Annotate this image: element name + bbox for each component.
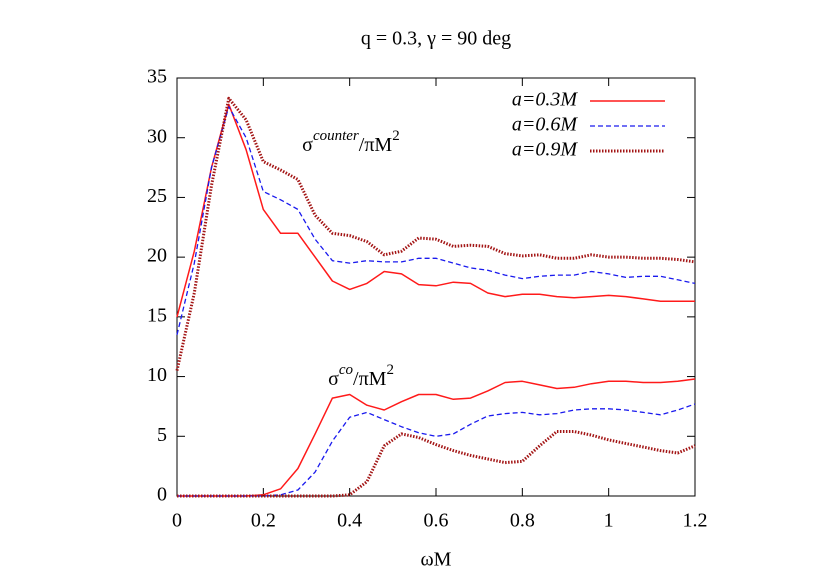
annotation-sup: 2 [386,363,394,379]
annotation-sup: co [339,363,354,379]
annotation-text: σ [302,134,313,156]
x-tick-label: 0.8 [510,510,535,532]
x-tick-label: 0.2 [251,510,276,532]
annotation: σco/πM2 [328,363,394,390]
y-tick-label: 30 [147,125,167,147]
annotation: σcounter/πM2 [302,129,400,156]
series-line [177,403,696,497]
y-tick-label: 10 [147,364,167,386]
y-tick-label: 35 [147,66,167,88]
x-tick-label: 0 [172,510,182,532]
annotation-sup: 2 [392,129,400,145]
legend-label: a=0.3M [512,89,578,111]
annotation-text: /πM [359,134,393,156]
y-tick-label: 25 [147,185,167,207]
y-tick-label: 5 [157,424,167,446]
y-tick-label: 15 [147,304,167,326]
annotation-sup: counter [313,129,359,145]
x-tick-label: 1.2 [683,510,708,532]
series-line [176,103,695,318]
annotation-text: σ [328,368,339,390]
x-tick-label: 1 [604,510,614,532]
legend-label: a=0.6M [512,114,578,136]
x-tick-label: 0.6 [424,510,449,532]
series-line [177,430,696,498]
series-line [177,378,696,497]
series-line [176,106,696,335]
y-tick-label: 0 [157,484,167,506]
legend-label: a=0.9M [512,139,578,161]
chart-title: q = 0.3, γ = 90 deg [361,28,511,50]
x-axis-label: ωM [421,549,452,571]
series-line [175,96,696,371]
x-tick-label: 0.4 [337,510,362,532]
annotation-text: /πM [353,368,387,390]
y-tick-label: 20 [147,245,167,267]
